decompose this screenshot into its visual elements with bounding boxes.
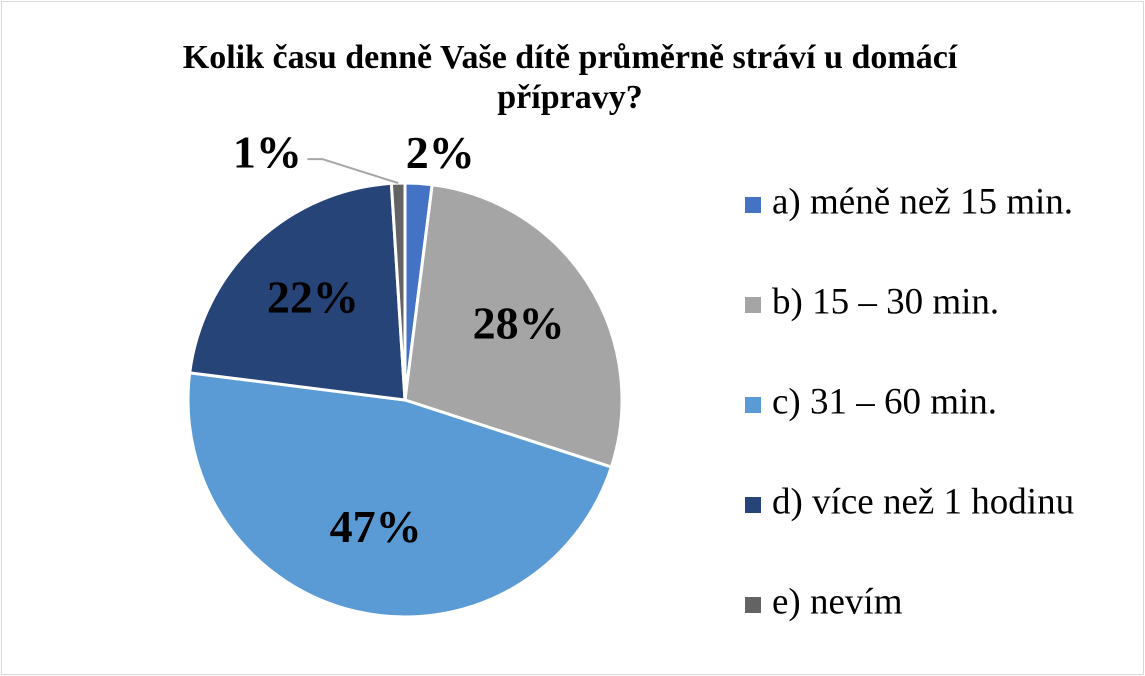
data-label: 22% xyxy=(267,271,359,322)
pie-slice xyxy=(188,181,407,402)
legend-swatch xyxy=(745,397,761,413)
legend-label: c) 31 – 60 min. xyxy=(772,381,997,422)
data-label: 47% xyxy=(330,501,422,552)
pie-slice xyxy=(186,371,614,619)
legend-label: e) nevím xyxy=(772,581,903,622)
legend-swatch xyxy=(745,197,761,213)
chart-title: Kolik času denně Vaše dítě průměrně strá… xyxy=(182,39,966,116)
data-label: 2% xyxy=(406,127,475,178)
legend-swatch xyxy=(745,597,761,613)
legend-label: a) méně než 15 min. xyxy=(772,181,1073,222)
pie-slice xyxy=(403,183,624,469)
data-label: 1% xyxy=(233,127,302,178)
legend-swatch xyxy=(745,497,761,513)
leader-line xyxy=(307,158,399,185)
legend-swatch xyxy=(745,297,761,313)
legend-label: b) 15 – 30 min. xyxy=(772,281,999,322)
legend-label: d) více než 1 hodinu xyxy=(772,481,1074,522)
data-label: 28% xyxy=(473,297,565,348)
